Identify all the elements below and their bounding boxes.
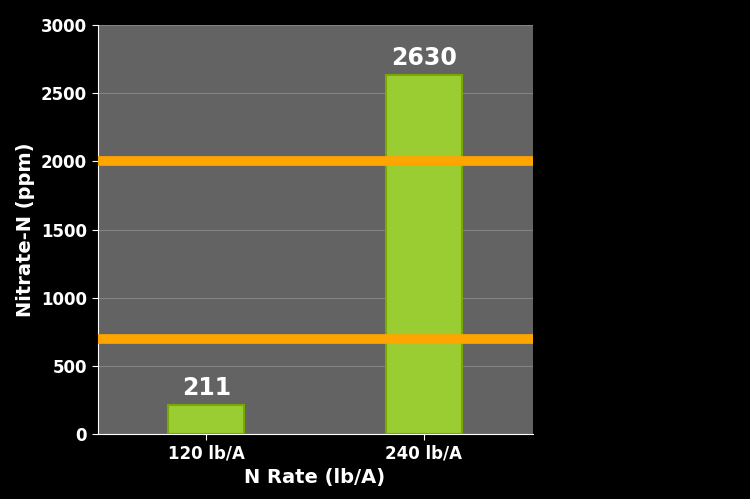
X-axis label: N Rate (lb/A): N Rate (lb/A) bbox=[244, 468, 386, 487]
Y-axis label: Nitrate-N (ppm): Nitrate-N (ppm) bbox=[16, 142, 35, 317]
Text: 211: 211 bbox=[182, 376, 231, 400]
Bar bbox=[386, 75, 462, 434]
Text: 2630: 2630 bbox=[391, 46, 457, 70]
Bar bbox=[168, 405, 244, 434]
